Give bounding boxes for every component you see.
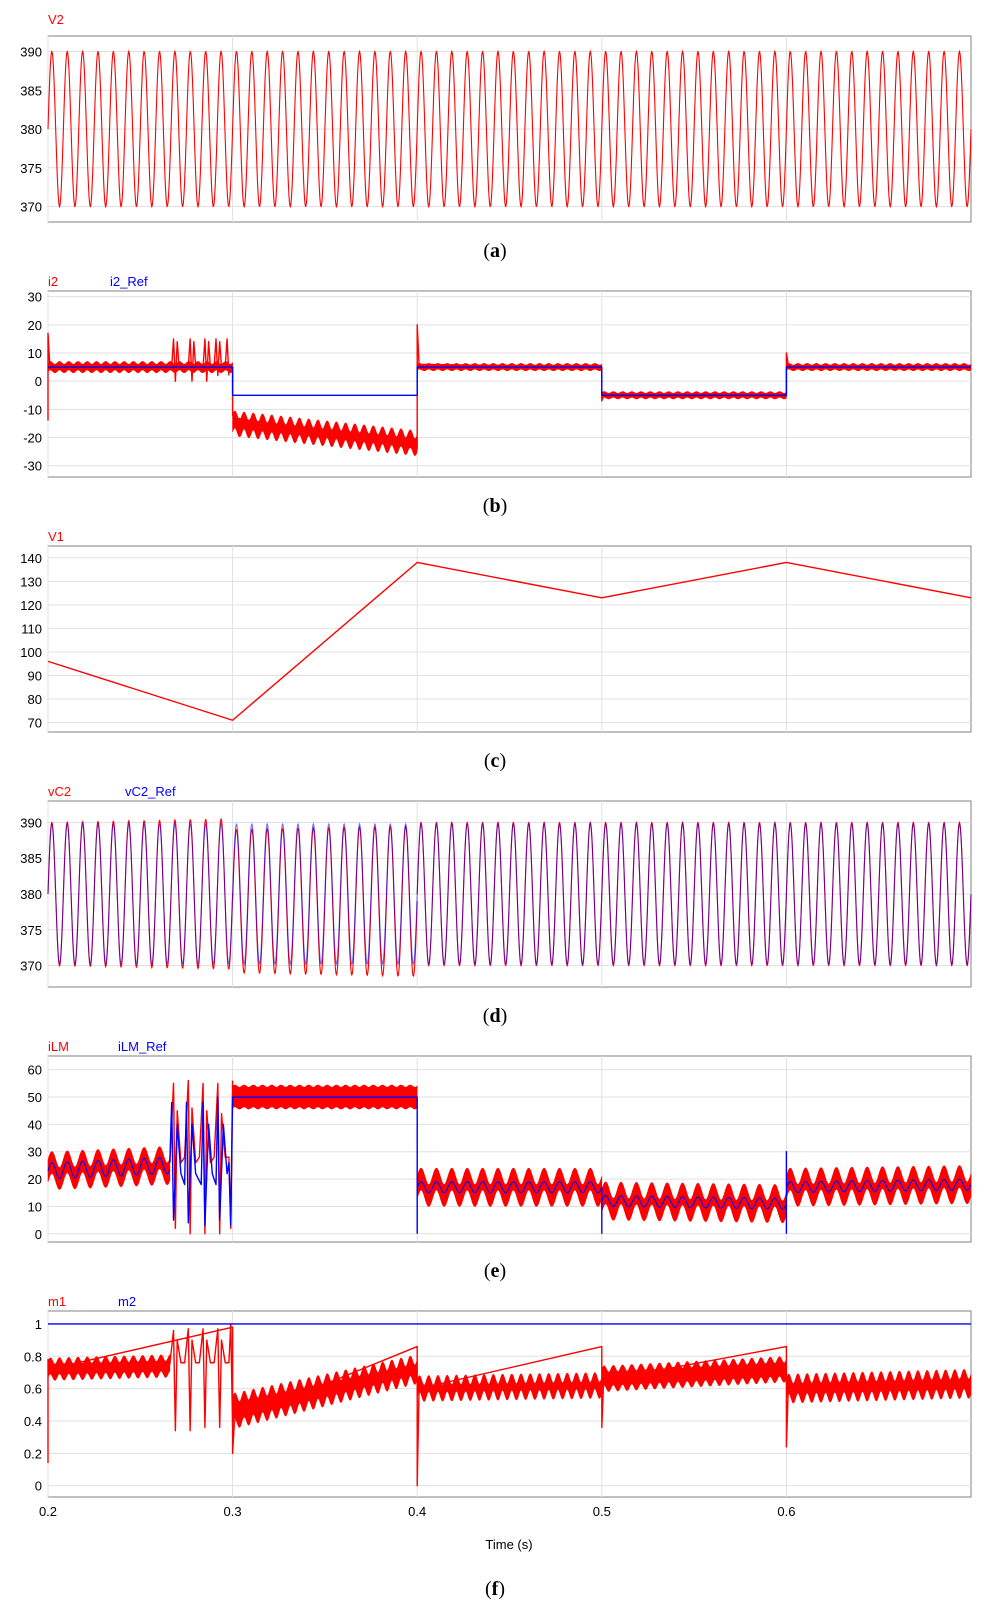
y-tick-label-e-1: 10: [28, 1199, 42, 1214]
series-b-i2-5: [170, 338, 230, 382]
legend-v2: V2: [48, 12, 64, 27]
y-tick-label-c-4: 110: [21, 621, 42, 636]
series-d-vc2-ref-3: [47, 822, 972, 966]
x-tick-label-1: 0.3: [224, 1504, 242, 1519]
y-tick-label-a-2: 380: [20, 122, 42, 137]
series-e-ilm-ref-9: [416, 1181, 603, 1194]
y-tick-label-d-0: 370: [20, 959, 42, 974]
panel-c: V1 (c): [47, 529, 972, 772]
x-tick-label-3: 0.5: [593, 1504, 611, 1519]
caption-b: (b): [483, 495, 507, 517]
plot-frame-f: [47, 1310, 972, 1498]
chart-b: -30 -20 -10 0 10 20 30: [23, 290, 972, 477]
plot-frame-b: [47, 290, 972, 478]
chart-e: 0 10 20 30 40 50 60: [28, 1056, 972, 1242]
series-f-m1-1: [232, 1355, 418, 1428]
panel-b: i2 i2_Ref (b): [47, 274, 972, 517]
series-a-v2-0: [47, 49, 972, 209]
chart-f: 0 0.2 0.4 0.6 0.8 1 0.2 0.3 0.4 0.5 0.6: [24, 1311, 972, 1519]
series-f-m1-6: [47, 1326, 789, 1487]
x-tick-label-0: 0.2: [39, 1504, 57, 1519]
y-tick-label-b-4: 10: [28, 346, 42, 361]
legend-vc2-ref: vC2_Ref: [125, 784, 176, 799]
y-tick-label-e-2: 20: [28, 1172, 42, 1187]
legend-m2: m2: [118, 1294, 136, 1309]
y-tick-label-b-0: -30: [23, 459, 42, 474]
y-tick-label-d-2: 380: [20, 887, 42, 902]
y-tick-label-a-4: 390: [20, 45, 42, 60]
caption-f: (f): [485, 1578, 505, 1600]
plot-frame-e: [47, 1055, 972, 1243]
caption-d: (d): [483, 1005, 507, 1027]
plot-frame-c: [47, 545, 972, 733]
y-tick-label-f-2: 0.4: [24, 1414, 42, 1429]
legend-i2-ref: i2_Ref: [110, 274, 148, 289]
y-tick-label-d-4: 390: [20, 815, 42, 830]
series-b-i2-ref-7: [48, 366, 971, 396]
y-tick-label-d-3: 385: [20, 851, 42, 866]
y-tick-label-e-3: 30: [28, 1145, 42, 1160]
series-f-m1-2: [416, 1372, 603, 1402]
series-e-ilm-0: [47, 1146, 171, 1190]
series-f-m1-3: [601, 1356, 787, 1392]
y-tick-label-a-0: 370: [20, 200, 42, 215]
y-tick-label-c-0: 70: [28, 716, 42, 731]
y-tick-label-b-1: -20: [23, 431, 42, 446]
y-tick-label-c-5: 120: [20, 598, 42, 613]
chart-marks: 370375380385390-30-20-100102030708090100…: [20, 36, 972, 1519]
y-tick-label-a-1: 375: [20, 161, 42, 176]
series-f-m1-5: [169, 1323, 234, 1432]
chart-a: 370 375 380 385 390: [20, 36, 972, 222]
x-axis-label: Time (s): [485, 1537, 532, 1552]
series-e-ilm-ref-11: [601, 1195, 787, 1210]
panel-f: m1 m2 Time (s) (f): [47, 1294, 972, 1600]
legend-v1: V1: [48, 529, 64, 544]
series-e-ilm-ref-13: [785, 1178, 972, 1194]
y-tick-label-c-2: 90: [28, 668, 42, 683]
caption-c: (c): [484, 750, 506, 772]
y-tick-label-c-7: 140: [20, 551, 42, 566]
caption-e: (e): [484, 1260, 506, 1282]
y-tick-label-f-0: 0: [35, 1479, 42, 1494]
legend-ilm: iLM: [48, 1039, 69, 1054]
chart-d: 370 375 380 385 390: [20, 801, 972, 987]
y-tick-label-e-4: 40: [28, 1117, 42, 1132]
y-tick-label-f-1: 0.2: [24, 1446, 42, 1461]
y-tick-label-c-6: 130: [20, 574, 42, 589]
y-tick-label-d-1: 375: [20, 923, 42, 938]
series-e-ilm-ref-6: [47, 1157, 171, 1180]
y-tick-label-b-5: 20: [28, 318, 42, 333]
series-f-m1-4: [786, 1369, 972, 1404]
y-tick-label-b-6: 30: [28, 290, 42, 305]
x-tick-label-4: 0.6: [777, 1504, 795, 1519]
series-c-v1-0: [47, 561, 972, 721]
series-b-i2-6: [47, 324, 789, 450]
caption-a: (a): [483, 240, 506, 262]
legend-ilm-ref: iLM_Ref: [118, 1039, 167, 1054]
y-tick-label-a-3: 385: [20, 83, 42, 98]
y-tick-label-e-0: 0: [35, 1227, 42, 1242]
y-tick-label-f-4: 0.8: [24, 1349, 42, 1364]
chart-c: 70 80 90 100 110 120 130 140: [20, 546, 972, 732]
y-tick-label-c-3: 100: [20, 645, 42, 660]
series-e-ilm-ref-8: [232, 1096, 418, 1234]
series-f-m1-0: [47, 1354, 171, 1381]
panel-e: iLM iLM_Ref (e): [47, 1039, 972, 1282]
legend-i2: i2: [48, 274, 58, 289]
y-tick-label-e-6: 60: [28, 1063, 42, 1078]
legend-vc2: vC2: [48, 784, 71, 799]
y-tick-label-f-3: 0.6: [24, 1382, 42, 1397]
y-tick-label-e-5: 50: [28, 1090, 42, 1105]
legend-m1: m1: [48, 1294, 66, 1309]
y-tick-label-b-3: 0: [35, 374, 42, 389]
y-tick-label-c-1: 80: [28, 692, 42, 707]
y-tick-label-b-2: -10: [23, 402, 42, 417]
x-tick-label-2: 0.4: [408, 1504, 426, 1519]
y-tick-label-f-5: 1: [35, 1317, 42, 1332]
series-e-ilm-ref-7: [169, 1096, 234, 1227]
